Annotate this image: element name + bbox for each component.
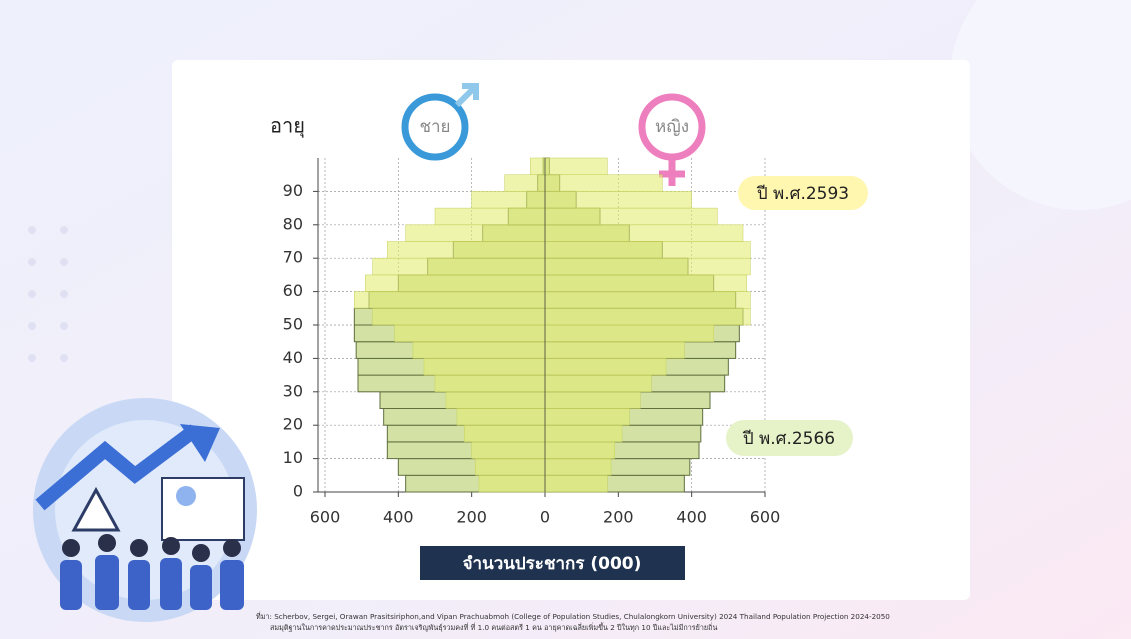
x-tick-label: 600 [310, 508, 341, 527]
illustration [33, 398, 257, 622]
bar-female [544, 408, 630, 426]
bar-male [445, 391, 546, 409]
male-arrow [454, 83, 479, 108]
male-symbol [401, 93, 469, 161]
x-tick-label: 400 [676, 508, 707, 527]
bar-male [423, 358, 546, 376]
bar-female [544, 374, 652, 393]
bar-female [544, 291, 751, 309]
bar-male [478, 475, 546, 493]
female-label: หญิง [655, 117, 689, 137]
age-label: อายุ [270, 114, 305, 139]
decor-dots [28, 226, 68, 362]
x-axis-label: จำนวนประชากร (000) [463, 554, 642, 574]
series-label: ปี พ.ศ.2566 [742, 429, 835, 449]
male-label: ชาย [419, 117, 450, 137]
series-label: ปี พ.ศ.2593 [756, 184, 849, 204]
bar-male [412, 341, 546, 359]
xlabel-bg [420, 546, 685, 580]
y-tick-label: 50 [283, 315, 303, 334]
source-line: สมมุติฐานในการคาดประมาณประชากร อัตราเจริ… [270, 622, 717, 632]
x-tick-label: 200 [603, 508, 634, 527]
bar-female [544, 157, 608, 175]
decor-circle [950, 0, 1131, 210]
bar-male [387, 241, 546, 259]
bar-female [544, 207, 718, 226]
bar-male [434, 374, 546, 393]
bar-female [544, 424, 623, 443]
bar-female [544, 241, 751, 259]
female-cross [659, 160, 685, 186]
bar-female [544, 391, 641, 409]
y-tick-label: 40 [283, 348, 303, 367]
bar-female [544, 224, 744, 242]
bar-female [544, 475, 608, 493]
bar-female [544, 174, 663, 192]
y-tick-label: 0 [293, 482, 303, 501]
bar-male [504, 174, 546, 192]
bar-female [544, 274, 747, 292]
x-tick-label: 400 [383, 508, 414, 527]
bar-female [544, 308, 751, 326]
y-tick-label: 20 [283, 415, 303, 434]
y-tick-label: 70 [283, 248, 303, 267]
y-tick-label: 60 [283, 281, 303, 300]
bar-female [544, 441, 615, 459]
bar-male [354, 291, 546, 309]
bar-female [544, 358, 667, 376]
bar-female [544, 324, 714, 342]
bar-male [464, 424, 546, 443]
female-symbol [638, 93, 706, 161]
y-tick-label: 80 [283, 214, 303, 233]
bar-male [471, 191, 546, 209]
x-tick-label: 600 [750, 508, 781, 527]
label-2593-bg [738, 176, 868, 210]
y-tick-label: 10 [283, 448, 303, 467]
plot: 600 400 200 0 200 400 600 0 10 20 30 40 50 60 70 80 90 [283, 157, 781, 527]
bar-female [544, 458, 612, 476]
label-2566-bg [726, 420, 853, 456]
bar-male [434, 207, 546, 226]
x-tick-label: 0 [540, 508, 550, 527]
bar-female [544, 341, 685, 359]
bar-male [471, 441, 546, 459]
bar-male [394, 324, 546, 342]
x-tick-label: 200 [456, 508, 487, 527]
y-tick-label: 90 [283, 181, 303, 200]
bar-male [530, 157, 546, 175]
bar-male [475, 458, 546, 476]
bar-male [405, 224, 546, 242]
bar-male [372, 257, 546, 276]
bar-male [365, 274, 546, 292]
bar-male [456, 408, 546, 426]
source-line: ที่มา: Scherbov, Sergei, Orawan Prasitsi… [256, 612, 890, 621]
y-tick-label: 30 [283, 381, 303, 400]
bar-male [372, 308, 546, 326]
bar-female [544, 257, 751, 276]
bar-female [544, 191, 692, 209]
